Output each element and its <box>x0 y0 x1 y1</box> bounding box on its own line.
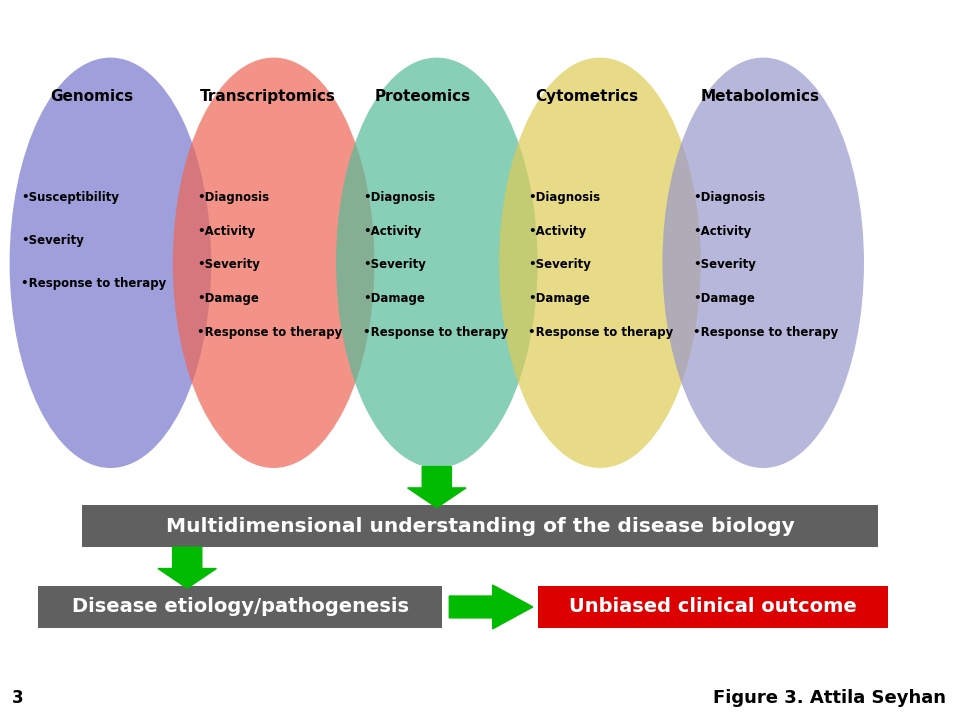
Ellipse shape <box>499 58 701 468</box>
FancyBboxPatch shape <box>82 505 878 547</box>
Polygon shape <box>408 467 466 508</box>
FancyBboxPatch shape <box>38 586 442 628</box>
Text: Proteomics: Proteomics <box>374 89 470 104</box>
Text: •Diagnosis: •Diagnosis <box>197 191 269 204</box>
Text: •Activity: •Activity <box>693 225 752 238</box>
Text: 3: 3 <box>12 689 23 707</box>
Polygon shape <box>449 585 533 629</box>
Text: •Activity: •Activity <box>197 225 255 238</box>
Text: •Damage: •Damage <box>363 292 424 305</box>
Text: •Activity: •Activity <box>363 225 421 238</box>
Text: •Severity: •Severity <box>528 258 590 271</box>
Text: Genomics: Genomics <box>50 89 133 104</box>
Text: Figure 3. Attila Seyhan: Figure 3. Attila Seyhan <box>712 689 946 707</box>
Text: •Damage: •Damage <box>528 292 589 305</box>
Text: •Response to therapy: •Response to therapy <box>363 326 508 339</box>
Text: Cytometrics: Cytometrics <box>536 89 638 104</box>
Text: •Severity: •Severity <box>693 258 756 271</box>
Text: •Response to therapy: •Response to therapy <box>21 277 166 290</box>
Text: Metabolomics: Metabolomics <box>701 89 820 104</box>
Text: •Susceptibility: •Susceptibility <box>21 191 119 204</box>
Text: Multidimensional understanding of the disease biology: Multidimensional understanding of the di… <box>166 517 794 536</box>
Text: •Diagnosis: •Diagnosis <box>528 191 600 204</box>
Text: •Response to therapy: •Response to therapy <box>528 326 673 339</box>
Text: •Response to therapy: •Response to therapy <box>693 326 838 339</box>
Text: •Diagnosis: •Diagnosis <box>363 191 435 204</box>
Text: Disease etiology/pathogenesis: Disease etiology/pathogenesis <box>71 598 409 616</box>
Text: Unbiased clinical outcome: Unbiased clinical outcome <box>569 598 856 616</box>
Text: •Damage: •Damage <box>197 292 258 305</box>
Text: •Damage: •Damage <box>693 292 755 305</box>
Ellipse shape <box>173 58 374 468</box>
Text: •Severity: •Severity <box>21 234 84 247</box>
Text: •Diagnosis: •Diagnosis <box>693 191 765 204</box>
Ellipse shape <box>662 58 864 468</box>
Ellipse shape <box>336 58 538 468</box>
Polygon shape <box>158 547 216 588</box>
Text: Transcriptomics: Transcriptomics <box>200 89 336 104</box>
Text: •Activity: •Activity <box>528 225 587 238</box>
FancyBboxPatch shape <box>538 586 888 628</box>
Ellipse shape <box>10 58 211 468</box>
Text: •Severity: •Severity <box>363 258 425 271</box>
Text: •Severity: •Severity <box>197 258 259 271</box>
Text: •Response to therapy: •Response to therapy <box>197 326 342 339</box>
